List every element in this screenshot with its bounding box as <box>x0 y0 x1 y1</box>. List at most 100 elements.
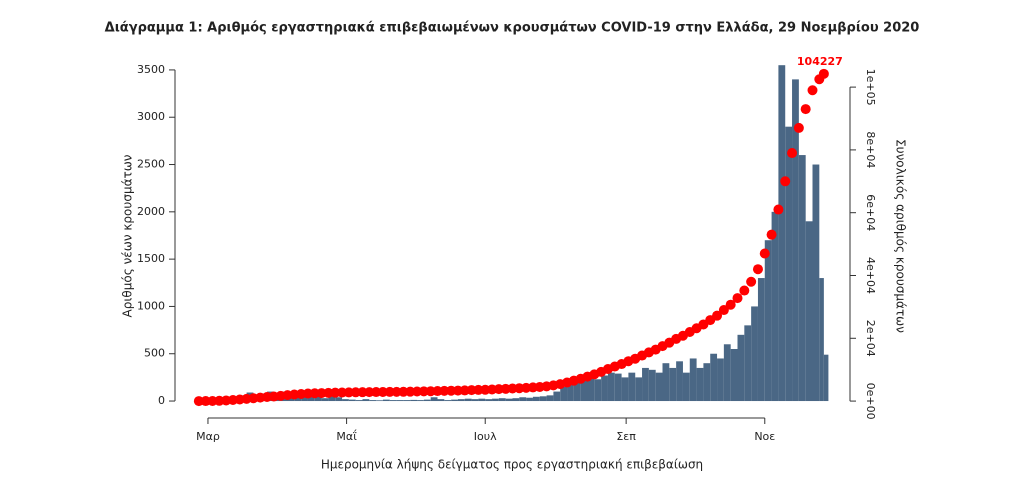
bar <box>744 325 752 402</box>
bar <box>662 363 670 402</box>
bar <box>553 391 561 402</box>
bar <box>376 400 383 402</box>
bar <box>430 397 438 402</box>
cumulative-point <box>712 310 723 321</box>
y2-tick-label: 0e+00 <box>864 383 877 420</box>
bar <box>519 397 527 402</box>
y-axis-label: Αριθμός νέων κρουσμάτων <box>121 154 135 317</box>
cumulative-point <box>818 68 829 79</box>
bar <box>669 367 677 402</box>
cumulative-point <box>752 264 763 275</box>
bar <box>382 399 390 402</box>
bar <box>655 372 663 402</box>
bar <box>792 79 799 402</box>
bar <box>607 372 615 402</box>
x-tick-label: Μαΐ <box>336 429 357 443</box>
bar <box>580 380 588 402</box>
x-axis-label: Ημερομηνία λήψης δείγματος προς εργαστηρ… <box>321 458 703 472</box>
bar <box>717 358 724 402</box>
bar <box>485 399 493 402</box>
cumulative-point <box>759 248 770 259</box>
bar <box>737 334 745 402</box>
cumulative-point <box>807 85 818 96</box>
bar <box>539 396 547 402</box>
bar <box>785 126 793 402</box>
bar <box>628 372 636 402</box>
bar <box>798 155 806 402</box>
cumulative-point <box>746 276 757 287</box>
bar <box>532 396 540 402</box>
bar <box>594 379 602 402</box>
bar <box>730 349 738 402</box>
bar <box>355 400 363 402</box>
bar <box>635 377 643 402</box>
cumulative-point <box>732 293 743 304</box>
bar <box>812 164 820 402</box>
bar <box>342 399 349 402</box>
bar <box>587 376 595 402</box>
bar <box>369 400 377 402</box>
bar <box>751 306 758 402</box>
bar <box>512 398 520 402</box>
bar <box>621 377 629 402</box>
bar <box>321 398 329 402</box>
bar <box>403 400 411 402</box>
chart-title: Διάγραμμα 1: Αριθμός εργαστηριακά επιβεβ… <box>105 21 920 36</box>
bar <box>492 398 499 402</box>
y2-tick-label: 2e+04 <box>864 320 877 357</box>
cumulative-point <box>787 148 798 159</box>
y-tick-label: 0 <box>158 394 165 407</box>
bar <box>451 399 458 402</box>
bar <box>444 400 452 402</box>
bar <box>437 399 445 402</box>
y2-tick-label: 1e+05 <box>864 69 877 106</box>
bar <box>560 386 568 402</box>
bar <box>723 344 731 402</box>
y2-tick-label: 8e+04 <box>864 131 877 168</box>
bar <box>648 369 656 402</box>
y-tick-label: 2000 <box>137 205 165 218</box>
x-tick-label: Μαρ <box>196 430 220 443</box>
bar <box>601 375 608 402</box>
bar <box>546 395 554 402</box>
y-tick-label: 500 <box>144 347 165 360</box>
bar <box>457 399 465 402</box>
y-tick-label: 3500 <box>137 63 165 76</box>
bar <box>567 384 574 402</box>
x-tick-label: Νοε <box>754 430 775 443</box>
bar <box>823 354 829 402</box>
cumulative-point <box>793 122 804 133</box>
bar <box>505 398 513 402</box>
y2-axis-label: Συνολικός αριθμός κρουσμάτων <box>894 139 908 333</box>
bar <box>335 397 343 402</box>
bar <box>764 240 772 402</box>
bar <box>778 65 786 402</box>
y-tick-label: 3000 <box>137 110 165 123</box>
y2-tick-label: 6e+04 <box>864 194 877 231</box>
cumulative-point <box>718 305 729 316</box>
x-tick-label: Ιουλ <box>474 430 497 443</box>
cumulative-point <box>739 285 750 296</box>
bar <box>478 398 486 402</box>
bar <box>526 397 533 402</box>
bar <box>689 358 697 402</box>
y-tick-label: 2500 <box>137 158 165 171</box>
bar <box>614 373 622 402</box>
bar <box>710 353 718 402</box>
cumulative-point <box>766 229 777 240</box>
bar <box>771 211 779 402</box>
bar <box>464 398 472 402</box>
bar <box>396 400 404 402</box>
bar <box>642 367 649 402</box>
cumulative-point <box>773 204 784 215</box>
bar <box>696 367 704 402</box>
cumulative-point <box>725 299 736 310</box>
bar <box>498 398 506 402</box>
bar <box>423 399 431 402</box>
bar <box>805 221 813 402</box>
bar <box>682 372 690 402</box>
bar <box>573 382 581 402</box>
bar <box>417 400 424 402</box>
cumulative-point <box>780 176 791 187</box>
